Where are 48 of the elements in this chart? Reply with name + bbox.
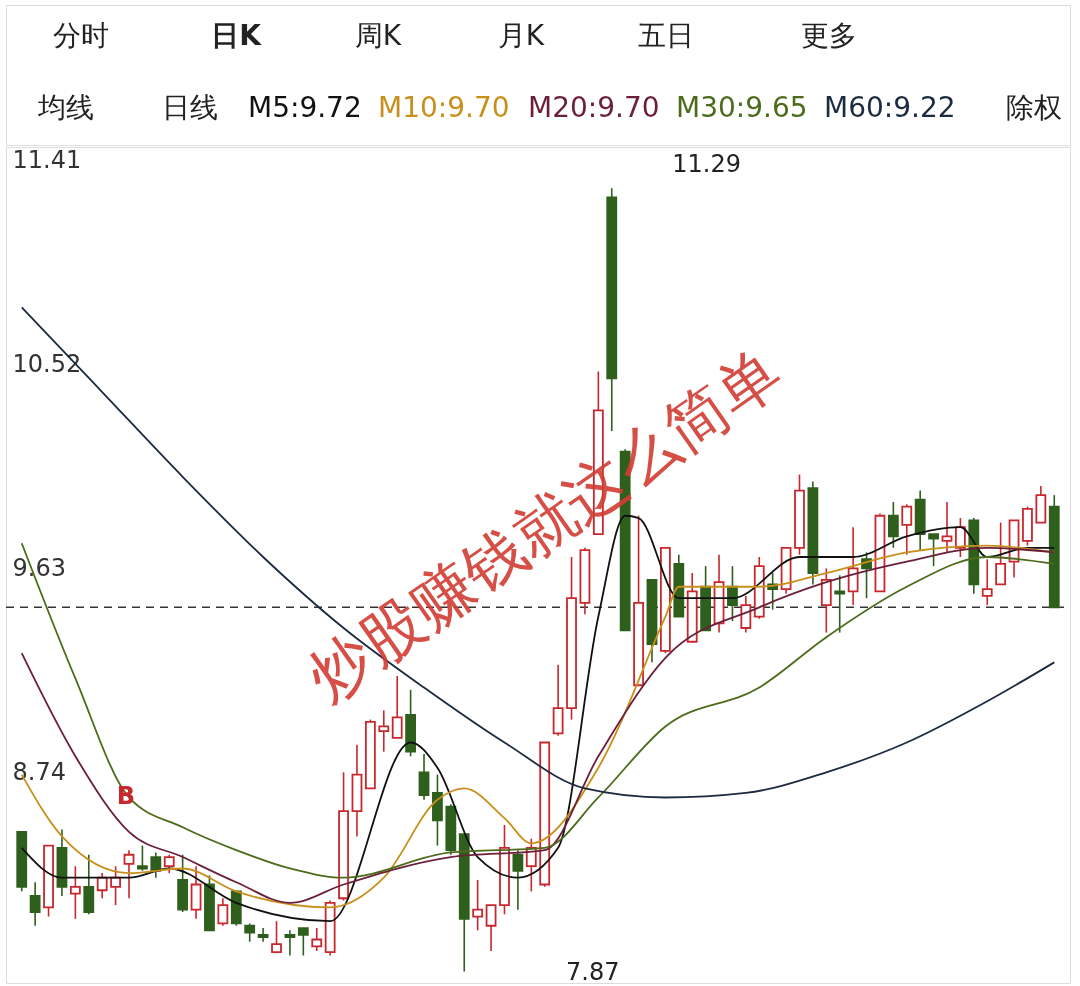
text: M5:9.72 <box>248 91 362 124</box>
text: 均线 <box>37 91 94 124</box>
text: M60:9.22 <box>824 91 956 124</box>
candlestick <box>284 929 296 957</box>
candlestick <box>163 853 175 874</box>
text: 日线 <box>162 91 218 124</box>
y-tick-label: 8.74 <box>12 757 66 786</box>
candlestick <box>418 753 430 801</box>
text: 月K <box>497 19 545 52</box>
text: 日K <box>211 19 263 52</box>
candlestick <box>941 501 953 554</box>
text: 更多 <box>801 19 857 52</box>
candlestick <box>901 503 913 556</box>
y-tick-label: 10.52 <box>12 350 82 379</box>
y-tick-label: 11.41 <box>12 146 82 175</box>
candlestick <box>928 533 939 567</box>
text: M20:9.70 <box>528 91 660 124</box>
candlestick <box>137 844 148 872</box>
text: 分时 <box>53 19 109 52</box>
text: M30:9.65 <box>676 91 808 124</box>
annotation: 7.87 <box>566 958 620 986</box>
candlestick <box>244 922 256 943</box>
annotation: 炒股赚钱就这么简单 <box>295 335 795 715</box>
candlestick <box>740 595 752 634</box>
candlestick <box>271 920 282 955</box>
candlestick <box>472 879 484 932</box>
candlestick <box>834 574 846 634</box>
text: 除权 <box>1006 91 1062 124</box>
text: 周K <box>354 19 402 52</box>
candlestick <box>217 897 229 927</box>
candlestick <box>69 865 81 920</box>
candlestick <box>378 709 390 753</box>
text: M10:9.70 <box>378 91 510 124</box>
candlestick <box>847 526 859 606</box>
candlestick <box>887 501 899 549</box>
candlestick <box>485 904 497 952</box>
candlestick <box>150 851 162 879</box>
candlestick <box>257 927 269 943</box>
candlestick <box>391 675 403 739</box>
candlestick <box>297 927 309 957</box>
candlestick <box>123 849 135 900</box>
candlestick <box>29 881 41 927</box>
candlestick <box>311 927 323 952</box>
candlestick <box>512 849 524 911</box>
candlestick <box>995 521 1007 586</box>
text: 五日 <box>638 19 694 52</box>
annotation: 11.29 <box>672 150 741 178</box>
candlestick <box>981 558 993 606</box>
